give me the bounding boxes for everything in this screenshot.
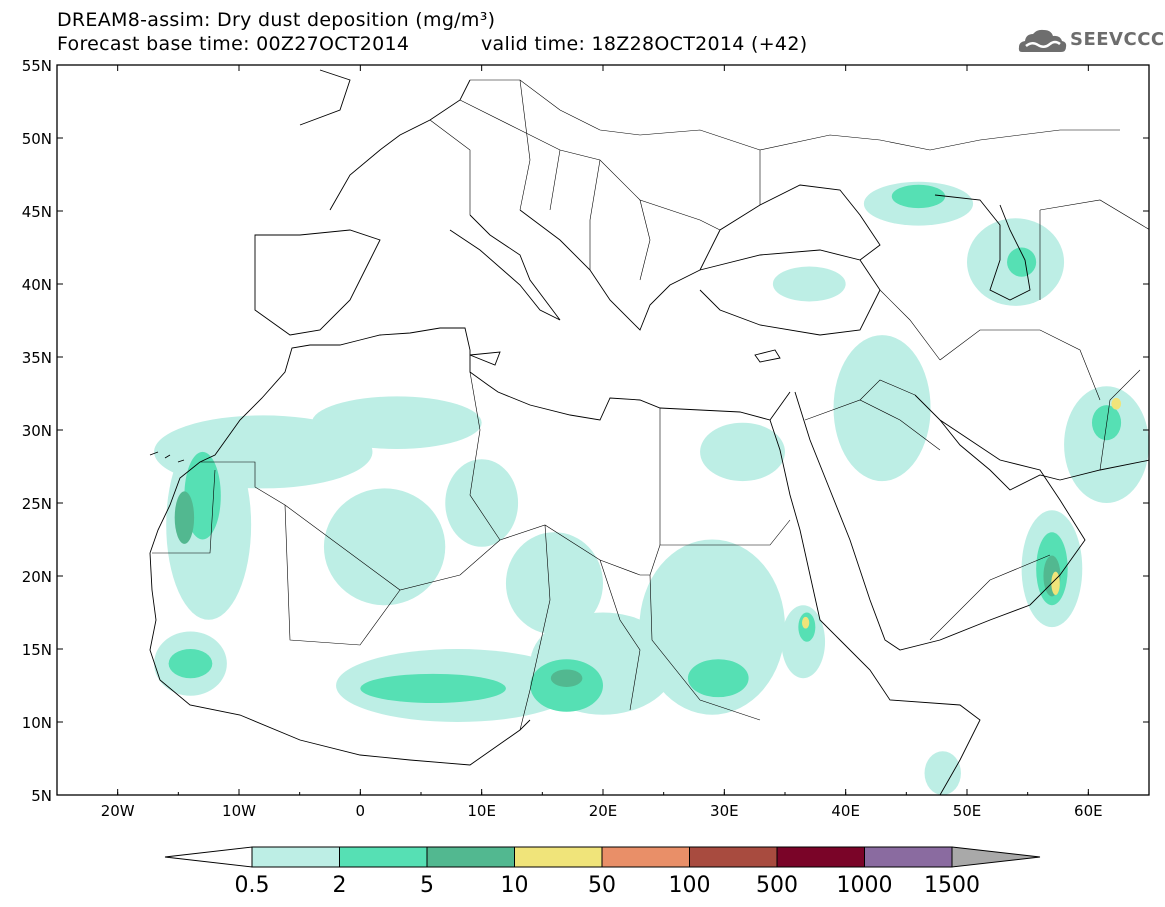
dust-region-level-2 bbox=[168, 649, 213, 679]
colorbar-label: 10 bbox=[501, 873, 529, 898]
coastline-sicily bbox=[469, 351, 501, 366]
lon-label: 20E bbox=[589, 802, 618, 820]
lon-label: 30E bbox=[710, 802, 739, 820]
colorbar-label: 1000 bbox=[837, 873, 893, 898]
colorbar-boxes bbox=[164, 846, 1041, 868]
logo-text: SEEVCCC bbox=[1070, 29, 1165, 50]
axis-ticks bbox=[56, 64, 1150, 796]
dust-region-level-2 bbox=[360, 673, 506, 704]
colorbar-label: 500 bbox=[756, 873, 798, 898]
colorbar-box bbox=[251, 846, 340, 868]
colorbar-box bbox=[426, 846, 515, 868]
colorbar-label: 0.5 bbox=[235, 873, 270, 898]
colorbar-box bbox=[514, 846, 603, 868]
colorbar-box bbox=[339, 846, 428, 868]
dust-region-level-1 bbox=[772, 266, 846, 302]
lat-label: 40N bbox=[22, 276, 52, 294]
coastline-italy bbox=[449, 214, 561, 321]
colorbar-box bbox=[689, 846, 778, 868]
dust-region-level-2 bbox=[687, 659, 749, 698]
coastline-turkey bbox=[699, 249, 881, 336]
coastline-caspian bbox=[934, 194, 1031, 301]
coastline-balkans bbox=[519, 209, 701, 331]
lon-label: 0 bbox=[356, 802, 366, 820]
dust-region-level-3 bbox=[174, 491, 195, 544]
lat-label: 45N bbox=[22, 203, 52, 221]
coastline-arabia bbox=[794, 391, 1086, 651]
dust-region-level-4 bbox=[801, 616, 810, 629]
longitude-labels: 20W 10W 0 10E 20E 30E 40E 50E 60E bbox=[101, 802, 1103, 820]
lat-label: 15N bbox=[22, 641, 52, 659]
dust-region-level-1 bbox=[639, 539, 785, 715]
dust-region-level-1 bbox=[323, 488, 446, 606]
dust-region-level-1 bbox=[833, 335, 931, 482]
valid-time: valid time: 18Z28OCT2014 (+42) bbox=[481, 33, 808, 55]
seevccc-logo: SEEVCCC bbox=[1016, 22, 1164, 60]
dust-region-level-2 bbox=[891, 184, 946, 209]
coastline-black-sea bbox=[699, 184, 881, 271]
colorbar-box bbox=[601, 846, 690, 868]
lat-label: 30N bbox=[22, 422, 52, 440]
coastline-iberia bbox=[254, 229, 381, 336]
dust-region-level-1 bbox=[505, 532, 603, 635]
lon-label: 60E bbox=[1074, 802, 1103, 820]
lat-label: 20N bbox=[22, 568, 52, 586]
map-title: DREAM8-assim: Dry dust deposition (mg/m³… bbox=[57, 9, 496, 31]
lon-label: 50E bbox=[953, 802, 982, 820]
dust-region-level-1 bbox=[445, 459, 519, 547]
coastline-north-africa bbox=[149, 327, 791, 554]
coastline-cyprus bbox=[754, 349, 781, 363]
lat-label: 35N bbox=[22, 349, 52, 367]
colorbar-label: 2 bbox=[333, 873, 347, 898]
latitude-labels: 55N 50N 45N 40N 35N 30N 25N 20N 15N 10N 5N bbox=[22, 57, 52, 805]
colorbar-arrow-right bbox=[951, 846, 1041, 868]
lat-label: 5N bbox=[31, 787, 52, 805]
dust-region-level-1 bbox=[700, 422, 785, 482]
colorbar-box bbox=[864, 846, 953, 868]
coastline-canaries bbox=[149, 451, 185, 463]
lon-label: 10W bbox=[222, 802, 256, 820]
lat-label: 50N bbox=[22, 130, 52, 148]
coastline-persian-gulf bbox=[939, 419, 1061, 491]
coastlines bbox=[149, 69, 1149, 795]
lat-label: 25N bbox=[22, 495, 52, 513]
coastline-west-africa bbox=[149, 552, 531, 766]
lat-label: 10N bbox=[22, 714, 52, 732]
country-borders bbox=[152, 79, 1149, 731]
colorbar-label: 5 bbox=[420, 873, 434, 898]
dust-region-level-2 bbox=[1007, 247, 1037, 277]
dust-region-level-1 bbox=[311, 396, 482, 449]
colorbar-labels: 0.5 2 5 10 50 100 500 1000 1500 bbox=[235, 873, 981, 898]
forecast-base-time: Forecast base time: 00Z27OCT2014 bbox=[57, 33, 410, 55]
coastline-red-sea bbox=[769, 419, 981, 795]
lon-label: 20W bbox=[101, 802, 135, 820]
lon-label: 10E bbox=[467, 802, 496, 820]
lon-label: 40E bbox=[831, 802, 860, 820]
colorbar-label: 100 bbox=[669, 873, 711, 898]
dust-region-level-3 bbox=[550, 669, 583, 687]
dust-region-level-4 bbox=[1111, 397, 1122, 410]
lat-label: 55N bbox=[22, 57, 52, 75]
cloud-logo-icon bbox=[1018, 29, 1067, 52]
colorbar-box bbox=[776, 846, 865, 868]
dust-region-level-1 bbox=[924, 751, 961, 795]
colorbar-label: 50 bbox=[588, 873, 616, 898]
colorbar-arrow-left bbox=[164, 846, 253, 868]
colorbar-label: 1500 bbox=[924, 873, 980, 898]
